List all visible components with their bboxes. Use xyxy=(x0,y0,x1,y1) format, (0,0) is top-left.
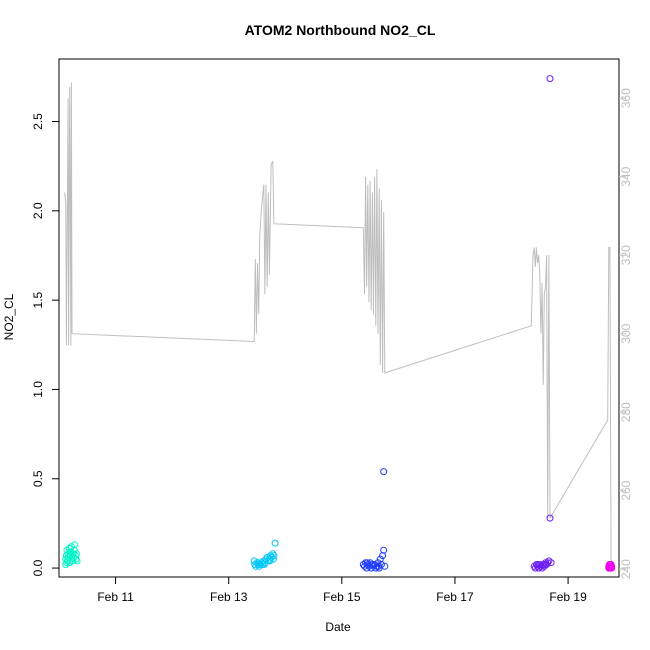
data-point xyxy=(270,552,278,560)
data-point xyxy=(66,548,74,556)
data-point xyxy=(545,557,553,565)
y-tick-label: 0.0 xyxy=(31,559,45,576)
data-point xyxy=(605,562,613,570)
data-point xyxy=(266,557,274,565)
x-tick-label: Feb 11 xyxy=(97,590,134,604)
data-point xyxy=(380,546,388,554)
x-tick-label: Feb 19 xyxy=(549,590,587,604)
data-point xyxy=(534,561,542,568)
x-axis-label: Date xyxy=(325,620,351,634)
y-tick-label: 2.5 xyxy=(31,113,45,130)
data-point xyxy=(73,557,81,565)
chart-title: ATOM2 Northbound NO2_CL xyxy=(245,22,436,38)
y-axis-right: 240 260 280 300 320 340 360 xyxy=(619,88,633,579)
data-point xyxy=(268,553,276,561)
y-tick-label: 1.0 xyxy=(31,381,45,398)
data-point xyxy=(260,561,268,568)
y-right-tick-label: 320 xyxy=(619,245,633,265)
y-tick-label: 1.5 xyxy=(31,291,45,308)
x-axis: Feb 11 Feb 13 Feb 15 Feb 17 Feb 19 xyxy=(97,576,587,604)
data-point xyxy=(69,550,77,558)
y-right-tick-label: 300 xyxy=(619,323,633,343)
data-point xyxy=(269,550,277,558)
y-tick-label: 2.0 xyxy=(31,202,45,219)
data-point xyxy=(363,564,371,572)
data-point xyxy=(71,541,79,549)
data-point xyxy=(269,555,277,563)
y-right-tick-label: 260 xyxy=(619,480,633,500)
data-point xyxy=(608,562,616,570)
y-tick-label: 0.5 xyxy=(31,470,45,487)
data-point xyxy=(271,539,279,547)
data-point xyxy=(63,559,71,567)
data-point xyxy=(375,562,383,570)
y-axis-label: NO2_CL xyxy=(2,293,16,340)
line-series-path xyxy=(64,82,612,570)
scatter-points xyxy=(62,75,616,572)
data-point xyxy=(380,468,388,476)
x-tick-label: Feb 17 xyxy=(436,590,474,604)
y-right-tick-label: 280 xyxy=(619,402,633,422)
y-axis-left: 0.0 0.5 1.0 1.5 2.0 2.5 xyxy=(31,113,60,576)
x-tick-label: Feb 13 xyxy=(210,590,248,604)
data-point xyxy=(72,555,80,563)
data-point xyxy=(546,514,554,522)
data-point xyxy=(541,561,549,568)
y-right-tick-label: 360 xyxy=(619,88,633,108)
data-point xyxy=(62,561,70,568)
data-point xyxy=(546,75,554,83)
data-point xyxy=(538,562,545,570)
right-axis-line-series xyxy=(64,82,612,570)
y-right-tick-label: 340 xyxy=(619,166,633,186)
x-tick-label: Feb 15 xyxy=(323,590,361,604)
data-point xyxy=(547,559,555,567)
y-right-tick-label: 240 xyxy=(619,559,633,579)
data-point xyxy=(73,550,80,558)
